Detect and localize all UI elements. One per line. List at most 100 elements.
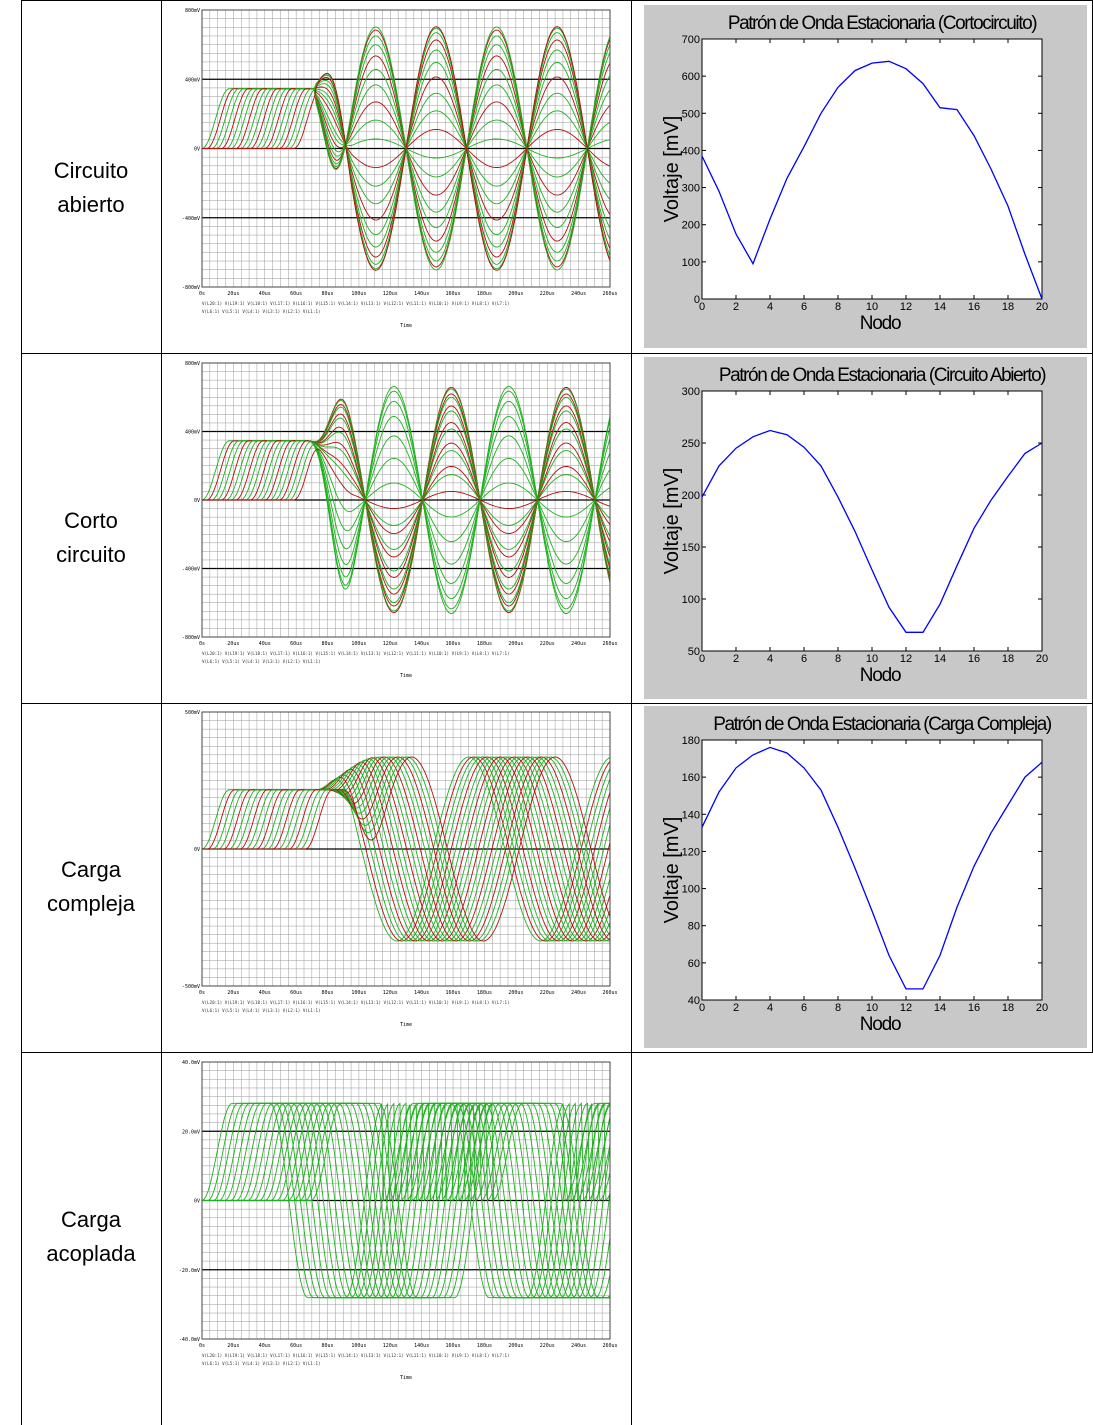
y-tick-label: 0V [194,147,200,153]
plot-border [201,362,611,638]
waveform-trace [202,440,611,558]
x-tick-label: 140us [414,1343,429,1349]
x-tick-label: 20us [227,291,239,297]
series-line [701,429,1043,633]
y-tick-label: -40.0mV [179,1337,200,1343]
legend-text: V(L6:1) V(L5:1) V(L4:1) V(L3:1) V(L2:1) … [202,1361,321,1366]
y-tick-label: 0V [194,498,200,504]
x-tick-label: 12 [900,1002,912,1014]
y-tick-label: 150 [682,542,700,554]
x-tick-label: 40us [259,641,271,647]
x-tick-label: 8 [835,1002,841,1014]
x-tick-label: 8 [835,653,841,665]
x-tick-label: 180us [477,1343,492,1349]
chart-svg: Patrón de Onda Estacionaria (Carga Compl… [661,714,1053,1035]
x-tick-label: 200us [508,1343,523,1349]
x-tick-label: 40us [259,291,271,297]
x-tick-label: 180us [477,291,492,297]
x-tick-label: 10 [866,301,878,313]
x-tick-label: 14 [934,653,946,665]
table-col-divider [161,0,162,1425]
chart-svg: Patrón de Onda Estacionaria (Cortocircui… [661,13,1048,334]
chart-title: Patrón de Onda Estacionaria (Cortocircui… [728,13,1037,34]
x-tick-label: 18 [1002,301,1014,313]
x-tick-label: 8 [835,301,841,313]
x-tick-label: 10 [866,1002,878,1014]
legend-text: V(L20:1) V(L19:1) V(L18:1) V(L17:1) V(L1… [202,651,510,656]
y-tick-label: -20.0mV [179,1268,200,1274]
x-tick-label: 20us [227,641,239,647]
x-axis-title: Time [400,1022,412,1028]
x-tick-label: 100us [351,641,366,647]
waveform-trace [202,410,611,590]
y-tick-label: 300 [682,183,700,195]
x-tick-label: 120us [383,990,398,996]
waveform-trace [202,756,611,942]
y-tick-label: 20.0mV [182,1129,200,1135]
x-tick-label: 240us [571,1343,586,1349]
row-label-complex-load: Carga compleja [46,857,136,916]
x-tick-label: 100us [351,990,366,996]
x-tick-label: 0 [699,301,705,313]
series-line [701,60,1043,300]
waveform-trace [202,756,611,942]
x-tick-label: 16 [968,301,980,313]
waveform-trace [202,1102,611,1299]
x-tick-label: 12 [900,301,912,313]
x-tick-label: 80us [322,641,334,647]
y-tick-label: 100 [682,594,700,606]
y-tick-label: 0 [694,294,700,306]
table-border-top [21,0,1093,1]
standing-wave-chart-short: Patrón de Onda Estacionaria (Cortocircui… [644,5,1087,348]
row-label-short-circuit: Corto circuito [56,508,126,567]
x-tick-label: 120us [383,1343,398,1349]
y-tick-label: 200 [682,490,700,502]
x-tick-label: 240us [571,990,586,996]
x-axis-title: Time [400,673,412,679]
x-tick-label: 220us [540,291,555,297]
y-tick-label: 0V [194,847,200,853]
y-tick-label: -400mV [182,216,200,222]
x-tick-label: 4 [767,653,773,665]
x-tick-label: 140us [414,990,429,996]
x-tick-label: 160us [446,641,461,647]
plot-border [201,711,611,987]
x-tick-label: 0 [699,1002,705,1014]
y-tick-label: 100 [682,257,700,269]
y-tick-label: -400mV [182,567,200,573]
table-row-divider [21,1052,1093,1053]
x-tick-label: 160us [446,1343,461,1349]
simulation-plot-complex-load: 500mV 0V -500mV 0s 20us 40us 60us 80us 100us 120u… [168,706,618,1048]
x-tick-label: 16 [968,1002,980,1014]
y-tick-label: 40 [688,995,700,1007]
x-tick-label: 16 [968,653,980,665]
waveform-trace [202,428,611,572]
table-col-divider [631,0,632,1425]
x-tick-label: 260us [602,291,617,297]
x-tick-label: 200us [508,990,523,996]
x-axis-title: Time [400,1375,412,1381]
x-tick-label: 20us [227,990,239,996]
x-tick-label: 140us [414,291,429,297]
waveform-trace [202,26,611,271]
y-tick-label: 0V [194,1199,200,1205]
waveform-trace [202,435,611,565]
x-tick-label: 180us [477,990,492,996]
x-tick-label: 20us [227,1343,239,1349]
plot-area [701,38,1043,300]
table-row-divider [21,703,1093,704]
y-tick-label: 250 [682,438,700,450]
simulation-plot-matched-load: 40.0mV 20.0mV 0V -20.0mV -40.0mV 0s 20us 40us 60… [168,1056,618,1401]
row-label-matched-load: Carga acoplada [46,1207,136,1266]
y-axis-label: Voltaje [mV] [661,116,683,223]
plot-border [201,1061,611,1340]
simulation-plot-short-circuit: 800mV 400mV 0V -400mV -800mV 0s 20us 40us 60us 80… [168,357,618,699]
x-tick-label: 80us [322,291,334,297]
chart-title: Patrón de Onda Estacionaria (Circuito Ab… [719,365,1046,386]
x-tick-label: 260us [602,990,617,996]
x-tick-label: 0s [199,291,205,297]
waveform-trace [202,756,611,942]
